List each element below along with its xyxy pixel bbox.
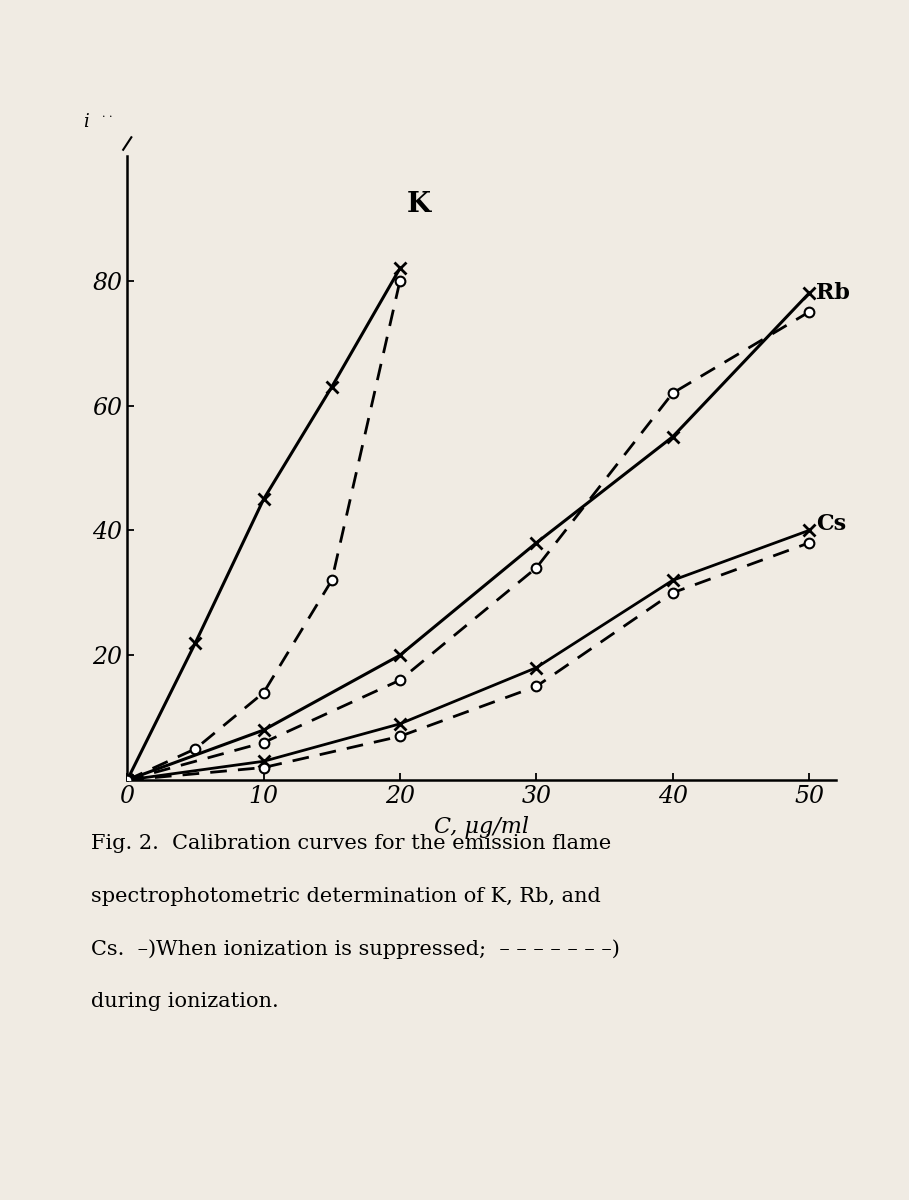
Text: Fig. 2.  Calibration curves for the emission flame: Fig. 2. Calibration curves for the emiss… [91, 834, 611, 853]
Text: K: K [407, 191, 431, 218]
Text: Rb: Rb [816, 282, 850, 305]
Text: spectrophotometric determination of K, Rb, and: spectrophotometric determination of K, R… [91, 887, 601, 906]
X-axis label: C, μg/ml: C, μg/ml [435, 816, 529, 838]
Text: . .: . . [102, 108, 112, 119]
Text: Cs: Cs [816, 514, 846, 535]
Text: Cs.  –)When ionization is suppressed;  – – – – – – –): Cs. –)When ionization is suppressed; – –… [91, 940, 620, 959]
Text: i: i [84, 113, 89, 131]
Text: during ionization.: during ionization. [91, 992, 279, 1012]
